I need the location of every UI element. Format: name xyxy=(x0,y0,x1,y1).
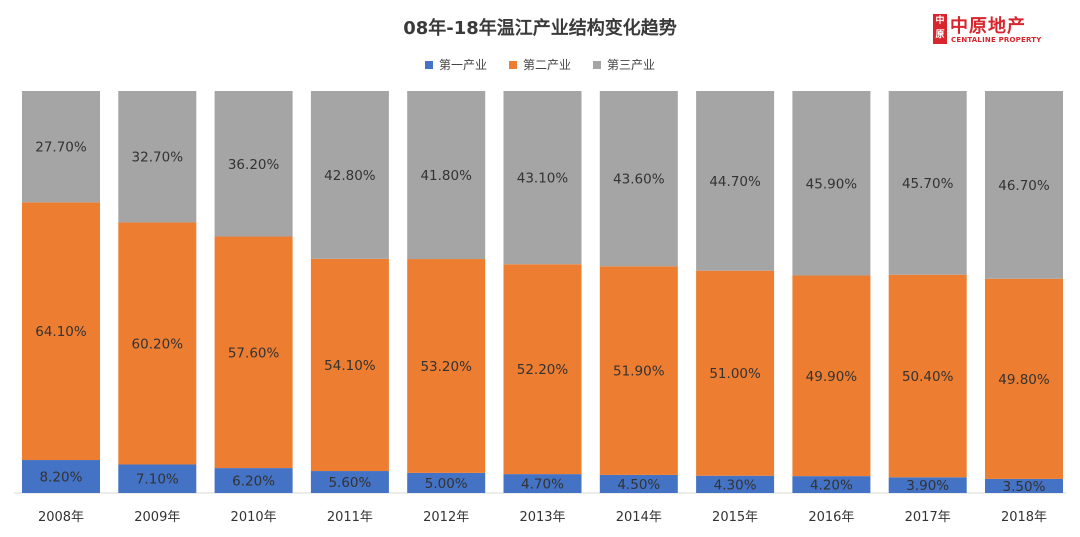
data-label-secondary-industry-2016年: 49.90% xyxy=(806,369,858,385)
bar-tertiary-industry-2015年 xyxy=(696,91,775,271)
bar-tertiary-industry-2017年 xyxy=(888,91,967,275)
data-label-secondary-industry-2015年: 51.00% xyxy=(709,366,761,382)
x-tick-label-2008年: 2008年 xyxy=(38,510,84,525)
data-label-primary-industry-2009年: 7.10% xyxy=(136,472,179,488)
bar-secondary-industry-2012年 xyxy=(407,259,486,473)
x-tick-label-2012年: 2012年 xyxy=(423,510,469,525)
data-label-primary-industry-2012年: 5.00% xyxy=(425,476,468,492)
chart-title: 08年-18年温江产业结构变化趋势 xyxy=(403,18,677,39)
logo-mark: 中原 xyxy=(933,14,947,44)
bar-primary-industry-2016年 xyxy=(792,476,871,493)
legend-swatch-primary xyxy=(424,60,433,69)
logo-chinese-name: 中原地产 xyxy=(950,16,1026,37)
data-label-tertiary-industry-2012年: 41.80% xyxy=(420,168,472,184)
bar-primary-industry-2013年 xyxy=(503,474,582,493)
data-label-secondary-industry-2011年: 54.10% xyxy=(324,358,376,374)
bar-secondary-industry-2015年 xyxy=(696,270,775,476)
legend-item-tertiary: 第三产业 xyxy=(593,56,655,73)
bar-primary-industry-2009年 xyxy=(118,464,197,493)
legend-label-primary: 第一产业 xyxy=(438,58,487,72)
data-label-primary-industry-2008年: 8.20% xyxy=(40,470,83,486)
bar-tertiary-industry-2008年 xyxy=(22,91,100,203)
bar-secondary-industry-2013年 xyxy=(503,264,582,475)
bar-primary-industry-2014年 xyxy=(599,474,678,493)
bar-tertiary-industry-2011年 xyxy=(310,91,389,259)
bar-primary-industry-2018年 xyxy=(985,478,1063,493)
data-label-primary-industry-2014年: 4.50% xyxy=(617,477,660,493)
x-tick-label-2009年: 2009年 xyxy=(134,510,180,525)
x-tick-label-2017年: 2017年 xyxy=(905,510,951,525)
legend-item-primary: 第一产业 xyxy=(424,56,487,73)
data-label-primary-industry-2016年: 4.20% xyxy=(810,478,853,494)
bar-secondary-industry-2014年 xyxy=(599,266,678,475)
data-label-secondary-industry-2017年: 50.40% xyxy=(902,369,954,385)
x-tick-label-2011年: 2011年 xyxy=(327,510,373,525)
legend-swatch-secondary xyxy=(508,60,517,69)
data-label-tertiary-industry-2014年: 43.60% xyxy=(613,172,665,188)
data-label-primary-industry-2018年: 3.50% xyxy=(1003,479,1046,495)
data-label-secondary-industry-2010年: 57.60% xyxy=(228,345,280,361)
bar-primary-industry-2008年 xyxy=(22,460,100,493)
bar-secondary-industry-2017年 xyxy=(888,274,967,478)
data-label-tertiary-industry-2017年: 45.70% xyxy=(902,176,954,192)
data-label-secondary-industry-2008年: 64.10% xyxy=(35,324,87,340)
bar-primary-industry-2010年 xyxy=(214,468,293,493)
data-label-tertiary-industry-2010年: 36.20% xyxy=(228,157,280,173)
centaline-logo: 中原 中原地产 CENTALINE PROPERTY xyxy=(933,12,1063,48)
legend-label-tertiary: 第三产业 xyxy=(607,58,656,72)
data-label-tertiary-industry-2016年: 45.90% xyxy=(806,176,858,192)
data-label-secondary-industry-2012年: 53.20% xyxy=(420,359,472,375)
bar-primary-industry-2015年 xyxy=(696,475,775,493)
data-label-tertiary-industry-2011年: 42.80% xyxy=(324,168,376,184)
bar-secondary-industry-2011年 xyxy=(310,258,389,472)
bar-secondary-industry-2009年 xyxy=(118,222,197,465)
logo-english-name: CENTALINE PROPERTY xyxy=(951,36,1042,44)
data-label-tertiary-industry-2015年: 44.70% xyxy=(709,174,761,190)
data-label-tertiary-industry-2018年: 46.70% xyxy=(998,178,1050,194)
chart-legend: 第一产业 第二产业 第三产业 xyxy=(0,56,1080,73)
bar-primary-industry-2011年 xyxy=(310,471,389,493)
bar-secondary-industry-2008年 xyxy=(22,202,100,461)
bar-tertiary-industry-2009年 xyxy=(118,91,197,223)
x-tick-label-2010年: 2010年 xyxy=(231,510,277,525)
x-tick-label-2018年: 2018年 xyxy=(1001,510,1047,525)
bar-secondary-industry-2016年 xyxy=(792,275,871,477)
bar-tertiary-industry-2010年 xyxy=(214,91,293,237)
data-label-primary-industry-2010年: 6.20% xyxy=(232,474,275,490)
legend-swatch-tertiary xyxy=(593,60,601,69)
x-tick-label-2016年: 2016年 xyxy=(808,510,854,525)
data-label-tertiary-industry-2013年: 43.10% xyxy=(517,171,569,187)
data-label-primary-industry-2015年: 4.30% xyxy=(714,477,757,493)
bar-tertiary-industry-2014年 xyxy=(599,91,678,267)
bar-primary-industry-2017年 xyxy=(888,477,967,493)
data-label-tertiary-industry-2008年: 27.70% xyxy=(35,140,87,156)
data-label-secondary-industry-2009年: 60.20% xyxy=(132,336,184,352)
legend-label-secondary: 第二产业 xyxy=(522,58,571,72)
x-tick-label-2013年: 2013年 xyxy=(519,510,565,525)
bar-secondary-industry-2018年 xyxy=(985,278,1063,479)
bar-secondary-industry-2010年 xyxy=(214,236,293,469)
bar-tertiary-industry-2016年 xyxy=(792,91,871,276)
data-label-secondary-industry-2013年: 52.20% xyxy=(517,362,569,378)
data-label-secondary-industry-2018年: 49.80% xyxy=(998,372,1050,388)
x-tick-label-2014年: 2014年 xyxy=(616,510,662,525)
x-tick-label-2015年: 2015年 xyxy=(712,510,758,525)
bar-tertiary-industry-2012年 xyxy=(407,91,486,260)
bar-tertiary-industry-2013年 xyxy=(503,91,582,265)
data-label-tertiary-industry-2009年: 32.70% xyxy=(132,150,184,166)
data-label-primary-industry-2013年: 4.70% xyxy=(521,477,564,493)
data-label-primary-industry-2011年: 5.60% xyxy=(328,475,371,491)
data-label-primary-industry-2017年: 3.90% xyxy=(906,478,949,494)
bar-primary-industry-2012年 xyxy=(407,472,486,493)
legend-item-secondary: 第二产业 xyxy=(508,56,571,73)
data-label-secondary-industry-2014年: 51.90% xyxy=(613,364,665,380)
bar-tertiary-industry-2018年 xyxy=(985,91,1063,279)
